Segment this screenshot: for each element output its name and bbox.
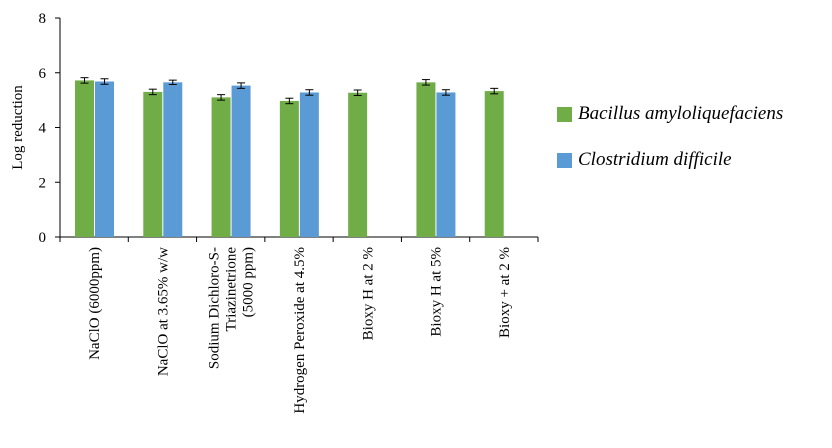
x-category-label: Bioxy + at 2 % <box>497 247 513 338</box>
x-category-label-line: Bioxy + at 2 % <box>497 247 513 338</box>
legend-swatch <box>557 106 572 122</box>
legend-label: Clostridium difficile <box>578 149 732 170</box>
y-tick-label: 6 <box>39 66 47 82</box>
bar-bacillus <box>143 91 163 237</box>
bar-clostridium <box>436 92 456 238</box>
y-tick-label: 8 <box>39 11 47 27</box>
y-tick-label: 0 <box>39 230 47 246</box>
x-category-label: Bioxy H at 5% <box>429 247 445 337</box>
x-category-label: Bioxy H at 2 % <box>360 247 376 340</box>
bar-clostridium <box>163 82 183 237</box>
x-category-label: NaClO (6000ppm) <box>87 247 103 360</box>
chart-legend: Bacillus amyloliquefaciens Clostridium di… <box>557 100 783 192</box>
x-category-label-line: (5000 ppm) <box>241 247 257 317</box>
x-category-label-line: Hydrogen Peroxide at 4.5% <box>292 247 308 414</box>
bar-bacillus <box>484 91 504 237</box>
bar-bacillus <box>211 97 231 237</box>
y-tick-label: 2 <box>39 175 47 191</box>
x-category-label: NaClO at 3.65% w/w <box>155 247 171 376</box>
x-category-label-line: NaClO at 3.65% w/w <box>155 247 171 376</box>
x-category-label: Sodium Dichloro-S-Triazinetrione(5000 pp… <box>207 247 257 369</box>
legend-item-bacillus: Bacillus amyloliquefaciens <box>557 100 783 128</box>
x-category-label-line: Sodium Dichloro-S- <box>207 247 223 369</box>
x-category-label-line: Triazinetrione <box>224 247 240 332</box>
x-category-label-line: NaClO (6000ppm) <box>87 247 103 360</box>
x-category-label: Hydrogen Peroxide at 4.5% <box>292 247 308 414</box>
bar-clostridium <box>299 92 319 238</box>
legend-label: Bacillus amyloliquefaciens <box>578 103 784 124</box>
bar-clostridium <box>231 85 251 238</box>
bar-bacillus <box>279 100 299 237</box>
bar-bacillus <box>348 92 368 237</box>
y-tick-label: 4 <box>39 121 47 137</box>
legend-swatch <box>557 152 572 168</box>
bar-bacillus <box>75 80 94 237</box>
legend-item-clostridium: Clostridium difficile <box>557 146 783 174</box>
y-axis-label: Log reduction <box>10 85 26 170</box>
x-category-label-line: Bioxy H at 2 % <box>360 247 376 340</box>
bar-clostridium <box>95 81 114 237</box>
bar-bacillus <box>416 82 436 237</box>
x-category-label-line: Bioxy H at 5% <box>429 247 445 337</box>
